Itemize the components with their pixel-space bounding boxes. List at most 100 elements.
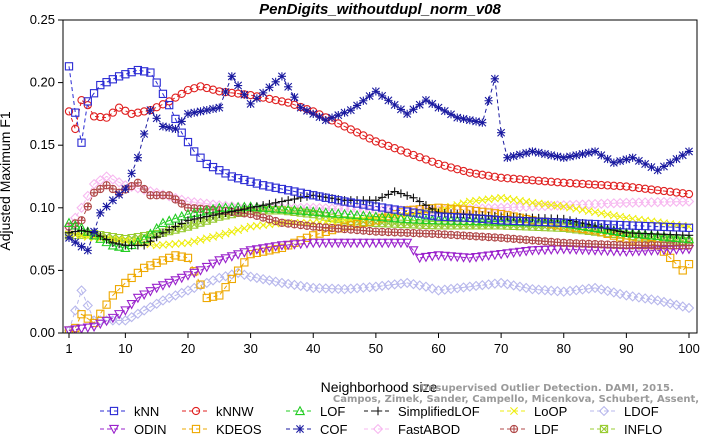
data-point-odin bbox=[477, 252, 488, 262]
data-point-ldof bbox=[120, 315, 131, 326]
data-point-knn bbox=[121, 70, 130, 79]
data-point-kdeos bbox=[165, 253, 174, 263]
data-point-cof bbox=[346, 106, 355, 115]
data-point-ldof bbox=[270, 276, 281, 287]
data-point-knn bbox=[609, 220, 618, 229]
data-point-cof bbox=[102, 202, 111, 211]
data-point-kdeos bbox=[271, 244, 280, 254]
data-point-lof bbox=[571, 219, 582, 229]
data-point-cof bbox=[672, 154, 681, 164]
data-point-lof bbox=[164, 215, 175, 225]
data-point-kdeos bbox=[114, 285, 124, 294]
data-point-knn bbox=[396, 206, 406, 215]
data-point-ldof bbox=[527, 284, 538, 295]
data-point-ldof bbox=[276, 277, 288, 289]
x-tick-label: 1 bbox=[65, 341, 72, 356]
data-point-odin bbox=[301, 239, 313, 249]
data-point-cof bbox=[415, 100, 424, 109]
data-point-knn bbox=[346, 198, 355, 207]
data-point-odin bbox=[88, 322, 100, 333]
data-point-odin bbox=[176, 273, 187, 284]
data-point-knn bbox=[359, 200, 368, 209]
data-point-knn bbox=[321, 193, 330, 202]
data-point-odin bbox=[132, 293, 144, 304]
data-point-odin bbox=[264, 243, 275, 253]
data-point-simplifiedlof bbox=[283, 196, 293, 205]
data-point-knn bbox=[559, 218, 568, 227]
data-point-knnw bbox=[597, 180, 606, 190]
data-point-lof bbox=[665, 231, 676, 242]
data-point-knnw bbox=[565, 178, 575, 188]
data-point-cof bbox=[384, 96, 393, 105]
data-point-knnw bbox=[547, 177, 556, 186]
data-point-odin bbox=[464, 253, 475, 264]
data-point-knn bbox=[503, 216, 512, 225]
data-point-fastabod bbox=[113, 177, 125, 188]
data-point-cof bbox=[334, 111, 343, 120]
legend-item-simplifiedlof: SimplifiedLOF bbox=[364, 404, 480, 419]
data-point-odin bbox=[370, 238, 381, 249]
data-point-knnw bbox=[534, 176, 543, 185]
data-point-simplifiedlof bbox=[415, 197, 424, 206]
data-point-cof bbox=[616, 156, 625, 166]
data-point-simplifiedlof bbox=[396, 189, 406, 198]
data-point-ldof bbox=[589, 282, 601, 294]
data-point-knn bbox=[240, 175, 249, 185]
data-point-knnw bbox=[540, 177, 550, 186]
data-point-kdeos bbox=[196, 280, 205, 289]
data-point-cof bbox=[528, 147, 537, 156]
data-point-odin bbox=[207, 259, 219, 270]
data-point-cof bbox=[140, 129, 149, 139]
data-point-simplifiedlof bbox=[96, 231, 105, 241]
data-point-lof bbox=[314, 206, 325, 217]
data-point-knnw bbox=[603, 181, 612, 190]
data-point-lof bbox=[658, 231, 670, 241]
data-point-simplifiedlof bbox=[252, 202, 262, 211]
data-point-odin bbox=[433, 251, 444, 261]
data-point-lof bbox=[283, 204, 294, 214]
data-point-knnw bbox=[609, 181, 618, 190]
data-point-cof bbox=[434, 103, 443, 112]
data-point-knnw bbox=[453, 165, 462, 174]
data-point-ldof bbox=[301, 281, 313, 293]
data-point-knn bbox=[146, 68, 155, 77]
data-point-odin bbox=[389, 238, 400, 249]
data-point-loop bbox=[171, 239, 180, 248]
data-point-cof bbox=[165, 123, 174, 132]
data-point-cof bbox=[327, 113, 337, 122]
data-point-kdeos bbox=[102, 300, 111, 309]
data-point-knn bbox=[653, 222, 662, 231]
data-point-cof bbox=[590, 147, 600, 156]
data-point-knnw bbox=[140, 107, 149, 116]
data-point-fastabod bbox=[138, 184, 150, 195]
data-point-odin bbox=[151, 283, 162, 294]
data-point-knnw bbox=[490, 172, 500, 181]
data-point-lof bbox=[289, 204, 300, 215]
data-point-knnw bbox=[265, 94, 274, 104]
legend: kNN kNNW LOF SimplifiedLOF LoOP LDOF ODIN KDEOS… bbox=[100, 404, 662, 434]
data-point-lof bbox=[157, 217, 169, 227]
data-point-loop bbox=[209, 232, 218, 241]
data-point-odin bbox=[439, 251, 450, 262]
data-point-knnw bbox=[653, 186, 662, 195]
data-point-knnw bbox=[440, 161, 449, 170]
data-point-lof bbox=[521, 216, 532, 227]
data-point-lof bbox=[95, 233, 106, 243]
data-point-cof bbox=[653, 166, 662, 175]
data-point-cof bbox=[127, 169, 136, 178]
y-tick-label: 0.20 bbox=[30, 75, 55, 90]
data-point-kdeos bbox=[252, 248, 262, 258]
y-tick-label: 0.10 bbox=[30, 200, 55, 215]
data-point-cof bbox=[340, 108, 349, 117]
data-point-odin bbox=[276, 241, 288, 251]
data-point-knn bbox=[265, 182, 274, 191]
data-point-cof bbox=[202, 106, 211, 115]
data-point-odin bbox=[383, 238, 394, 249]
data-point-kdeos bbox=[171, 251, 180, 260]
data-point-odin bbox=[113, 310, 125, 320]
data-point-cof bbox=[597, 151, 606, 160]
data-point-knn bbox=[127, 68, 136, 77]
data-point-odin bbox=[139, 290, 150, 300]
series-knnw bbox=[64, 82, 694, 199]
data-point-cof bbox=[497, 128, 506, 137]
